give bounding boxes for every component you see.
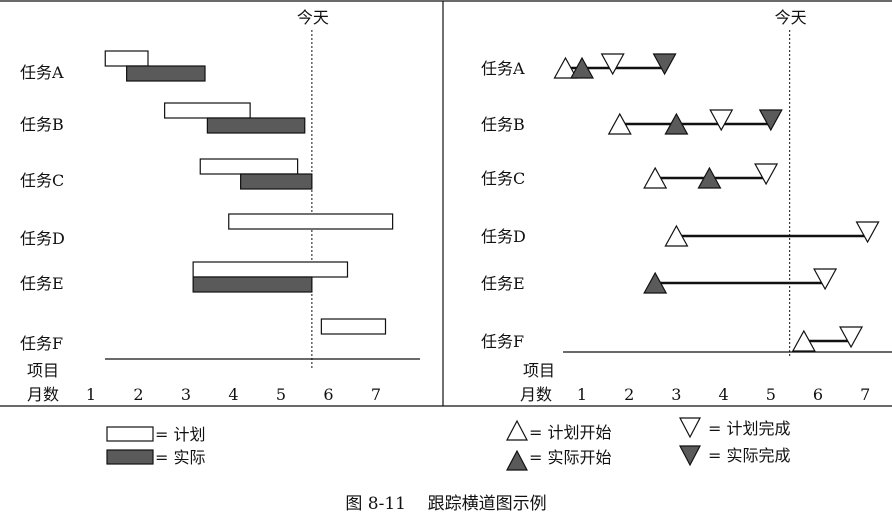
right-tick-label: 6 xyxy=(813,385,823,404)
legend-plan-finish-label: = 计划完成 xyxy=(708,419,791,438)
planned-finish-marker xyxy=(754,163,779,186)
right-tick-label: 5 xyxy=(766,385,776,404)
planned-start-marker xyxy=(607,112,632,135)
right-axis-label: 月数 xyxy=(520,385,552,404)
planned-start-marker xyxy=(553,56,578,79)
planned-finish-marker xyxy=(855,221,880,244)
left-task-label: 任务C xyxy=(20,171,64,190)
left-task-label: 任务D xyxy=(20,229,65,248)
planned-finish-marker xyxy=(709,109,734,132)
actual-finish-marker xyxy=(652,53,677,76)
right-tick-label: 2 xyxy=(624,385,634,404)
right-tick-label: 1 xyxy=(577,385,587,404)
left-tick-label: 4 xyxy=(228,385,238,404)
legend-actual-swatch xyxy=(106,449,154,465)
planned-finish-marker xyxy=(839,326,864,349)
left-gantt-panel: 任务A 任务B 任务C 任务D 任务E 任务F 项目 月数 1 2 3 4 5 6 7 今天 xyxy=(20,8,420,404)
actual-bar xyxy=(240,173,313,190)
left-task-label: 任务B xyxy=(20,115,64,134)
right-today-label: 今天 xyxy=(775,8,807,27)
left-tick-label: 7 xyxy=(371,385,381,404)
actual-start-marker xyxy=(643,271,668,294)
left-axis-label: 月数 xyxy=(27,385,59,404)
planned-finish-marker xyxy=(600,53,625,76)
legend-actual-finish-label: = 实际完成 xyxy=(708,446,791,465)
left-task-label: 任务E xyxy=(20,274,64,293)
actual-start-marker xyxy=(664,112,689,135)
planned-bar xyxy=(320,318,387,335)
right-task-label: 任务D xyxy=(481,227,526,246)
legend: = 计划 = 实际 = 计划开始 = 实际开始 = 计划完成 = 实际完成 xyxy=(106,417,791,471)
planned-bar xyxy=(199,158,299,175)
legend-plan-start-label: = 计划开始 xyxy=(529,423,612,442)
planned-bar xyxy=(192,261,349,278)
planned-start-marker xyxy=(791,329,816,352)
left-task-label: 任务F xyxy=(20,334,63,353)
left-tick-label: 3 xyxy=(181,385,191,404)
left-tick-label: 6 xyxy=(323,385,333,404)
right-milestone-panel: 任务A 任务B 任务C 任务D 任务E 任务F 项目 月数 1 2 3 4 5 6 7 今天 xyxy=(481,8,892,404)
legend-plan-finish-icon xyxy=(679,417,701,439)
left-today-label: 今天 xyxy=(297,8,329,27)
right-axis-row-label: 项目 xyxy=(523,361,555,380)
left-tick-label: 2 xyxy=(133,385,143,404)
legend-plan-swatch xyxy=(106,426,154,442)
right-task-label: 任务C xyxy=(481,169,525,188)
actual-bar xyxy=(206,117,306,134)
actual-bar xyxy=(192,276,313,293)
right-tick-label: 3 xyxy=(671,385,681,404)
legend-actual-finish-icon xyxy=(679,445,701,467)
planned-start-marker xyxy=(664,224,689,247)
right-task-label: 任务A xyxy=(481,59,525,78)
legend-actual-start-label: = 实际开始 xyxy=(529,448,612,467)
legend-plan-start-icon xyxy=(506,419,528,441)
planned-bar xyxy=(164,102,251,119)
right-task-label: 任务E xyxy=(481,274,525,293)
actual-finish-marker xyxy=(758,109,783,132)
right-tick-label: 7 xyxy=(860,385,870,404)
left-tick-label: 5 xyxy=(276,385,286,404)
planned-bar xyxy=(228,213,394,230)
right-tick-label: 4 xyxy=(719,385,729,404)
legend-plan-label: = 计划 xyxy=(155,425,206,444)
legend-actual-label: = 实际 xyxy=(155,448,206,467)
planned-start-marker xyxy=(643,166,668,189)
actual-start-marker xyxy=(569,56,595,79)
left-tick-label: 1 xyxy=(86,385,96,404)
actual-bar xyxy=(126,65,206,82)
figure-caption: 图 8-11 跟踪横道图示例 xyxy=(345,494,546,514)
right-task-label: 任务B xyxy=(481,115,525,134)
left-axis-row-label: 项目 xyxy=(27,361,59,380)
planned-finish-marker xyxy=(813,268,838,291)
actual-start-marker xyxy=(697,166,722,189)
legend-actual-start-icon xyxy=(506,449,528,471)
left-task-label: 任务A xyxy=(20,63,64,82)
planned-bar xyxy=(104,50,149,67)
right-task-label: 任务F xyxy=(481,332,524,351)
